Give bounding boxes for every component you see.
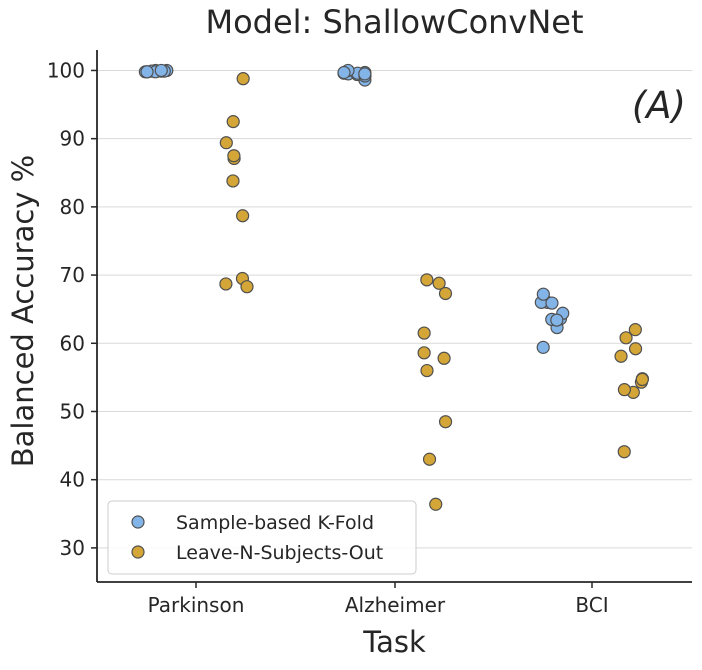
point-leave-n-subjects-out-alzheimer-2	[438, 286, 453, 301]
y-tick-label-100: 100	[47, 58, 85, 82]
point-leave-n-subjects-out-alzheimer-1	[420, 363, 434, 378]
y-tick-label-40: 40	[60, 468, 85, 492]
x-axis-ticks: Parkinson Alzheimer BCI	[148, 582, 609, 617]
point-leave-n-subjects-out-bci-7	[614, 349, 628, 363]
point-leave-n-subjects-out-alzheimer-8	[420, 273, 434, 287]
point-leave-n-subjects-out-parkinson-6	[219, 277, 233, 291]
point-sample-based-k-fold-bci-10	[545, 296, 559, 310]
point-leave-n-subjects-out-parkinson-8	[226, 115, 240, 129]
point-leave-n-subjects-out-parkinson-4	[219, 136, 233, 150]
point-leave-n-subjects-out-parkinson-5	[240, 280, 254, 294]
point-leave-n-subjects-out-alzheimer-5	[422, 452, 437, 466]
point-leave-n-subjects-out-alzheimer-7	[432, 276, 446, 290]
point-leave-n-subjects-out-bci-5	[619, 331, 633, 345]
data-points	[138, 63, 649, 511]
point-leave-n-subjects-out-alzheimer-9	[438, 415, 453, 429]
point-sample-based-k-fold-bci-8	[536, 287, 550, 301]
point-sample-based-k-fold-bci-1	[536, 340, 550, 354]
point-sample-based-k-fold-bci-9	[550, 313, 564, 327]
point-leave-n-subjects-out-bci-10	[628, 323, 642, 337]
y-tick-label-80: 80	[60, 195, 85, 219]
point-leave-n-subjects-out-parkinson-9	[227, 149, 241, 163]
legend-label-leave-n-subjects-out: Leave-N-Subjects-Out	[176, 542, 383, 564]
y-tick-label-70: 70	[60, 263, 85, 287]
legend-marker-sample-based-k-fold	[131, 515, 145, 529]
chart-title: Model: ShallowConvNet	[205, 3, 583, 41]
y-tick-label-90: 90	[60, 127, 85, 151]
point-leave-n-subjects-out-alzheimer-10	[417, 326, 431, 340]
x-axis-label: Task	[362, 625, 426, 659]
legend-box	[107, 500, 417, 575]
x-tick-label-bci: BCI	[575, 593, 608, 617]
point-leave-n-subjects-out-alzheimer-6	[429, 497, 443, 511]
y-axis-label: Balanced Accuracy %	[6, 155, 40, 467]
point-leave-n-subjects-out-bci-9	[617, 383, 632, 397]
point-leave-n-subjects-out-bci-2	[617, 445, 631, 459]
x-tick-label-parkinson: Parkinson	[148, 593, 245, 617]
legend: Sample-based K-Fold Leave-N-Subjects-Out	[107, 500, 417, 575]
point-leave-n-subjects-out-parkinson-1	[226, 174, 240, 188]
point-leave-n-subjects-out-alzheimer-3	[417, 346, 431, 360]
point-sample-based-k-fold-alzheimer-9	[337, 65, 351, 80]
point-sample-based-k-fold-parkinson-10	[140, 65, 154, 79]
point-leave-n-subjects-out-parkinson-10	[236, 209, 250, 223]
legend-label-sample-based-k-fold: Sample-based K-Fold	[176, 512, 374, 534]
point-leave-n-subjects-out-bci-3	[628, 342, 643, 356]
panel-annotation: (A)	[632, 84, 686, 127]
point-leave-n-subjects-out-bci-8	[635, 372, 649, 387]
point-leave-n-subjects-out-alzheimer-4	[437, 351, 451, 365]
point-leave-n-subjects-out-parkinson-7	[236, 72, 250, 86]
point-sample-based-k-fold-alzheimer-10	[358, 67, 372, 81]
y-tick-label-30: 30	[60, 536, 85, 560]
point-sample-based-k-fold-parkinson-9	[154, 63, 168, 78]
y-tick-label-50: 50	[60, 399, 85, 423]
y-tick-label-60: 60	[60, 331, 85, 355]
legend-marker-leave-n-subjects-out	[131, 545, 145, 559]
y-axis-ticks: 30 40 50 60 70 80 90 100	[47, 58, 97, 560]
x-tick-label-alzheimer: Alzheimer	[345, 593, 446, 617]
grid-lines	[97, 69, 692, 549]
